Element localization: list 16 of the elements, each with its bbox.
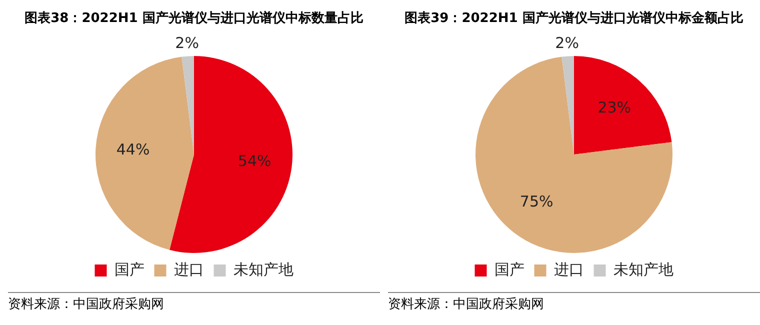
text: 资料来源：中国政府采购网 bbox=[8, 292, 380, 313]
data-label: 44% bbox=[116, 140, 150, 159]
data-label: 75% bbox=[520, 192, 554, 211]
chart-title: 图表38：2022H1 国产光谱仪与进口光谱仪中标数量占比 bbox=[24, 10, 364, 28]
data-label: 54% bbox=[238, 152, 272, 170]
legend-label: 未知产地 bbox=[613, 260, 674, 278]
legend-label: 进口 bbox=[554, 260, 584, 278]
legend-label: 国产 bbox=[114, 260, 144, 278]
legend-label: 国产 bbox=[494, 260, 524, 278]
data-label: 23% bbox=[598, 98, 632, 117]
legend-label: 进口 bbox=[174, 260, 204, 278]
data-label: 2% bbox=[175, 34, 199, 52]
legend-label: 未知产地 bbox=[233, 260, 294, 278]
chart-title: 图表39：2022H1 国产光谱仪与进口光谱仪中标金额占比 bbox=[404, 10, 744, 28]
data-label: 2% bbox=[555, 34, 579, 52]
text: 资料来源：中国政府采购网 bbox=[388, 292, 760, 313]
